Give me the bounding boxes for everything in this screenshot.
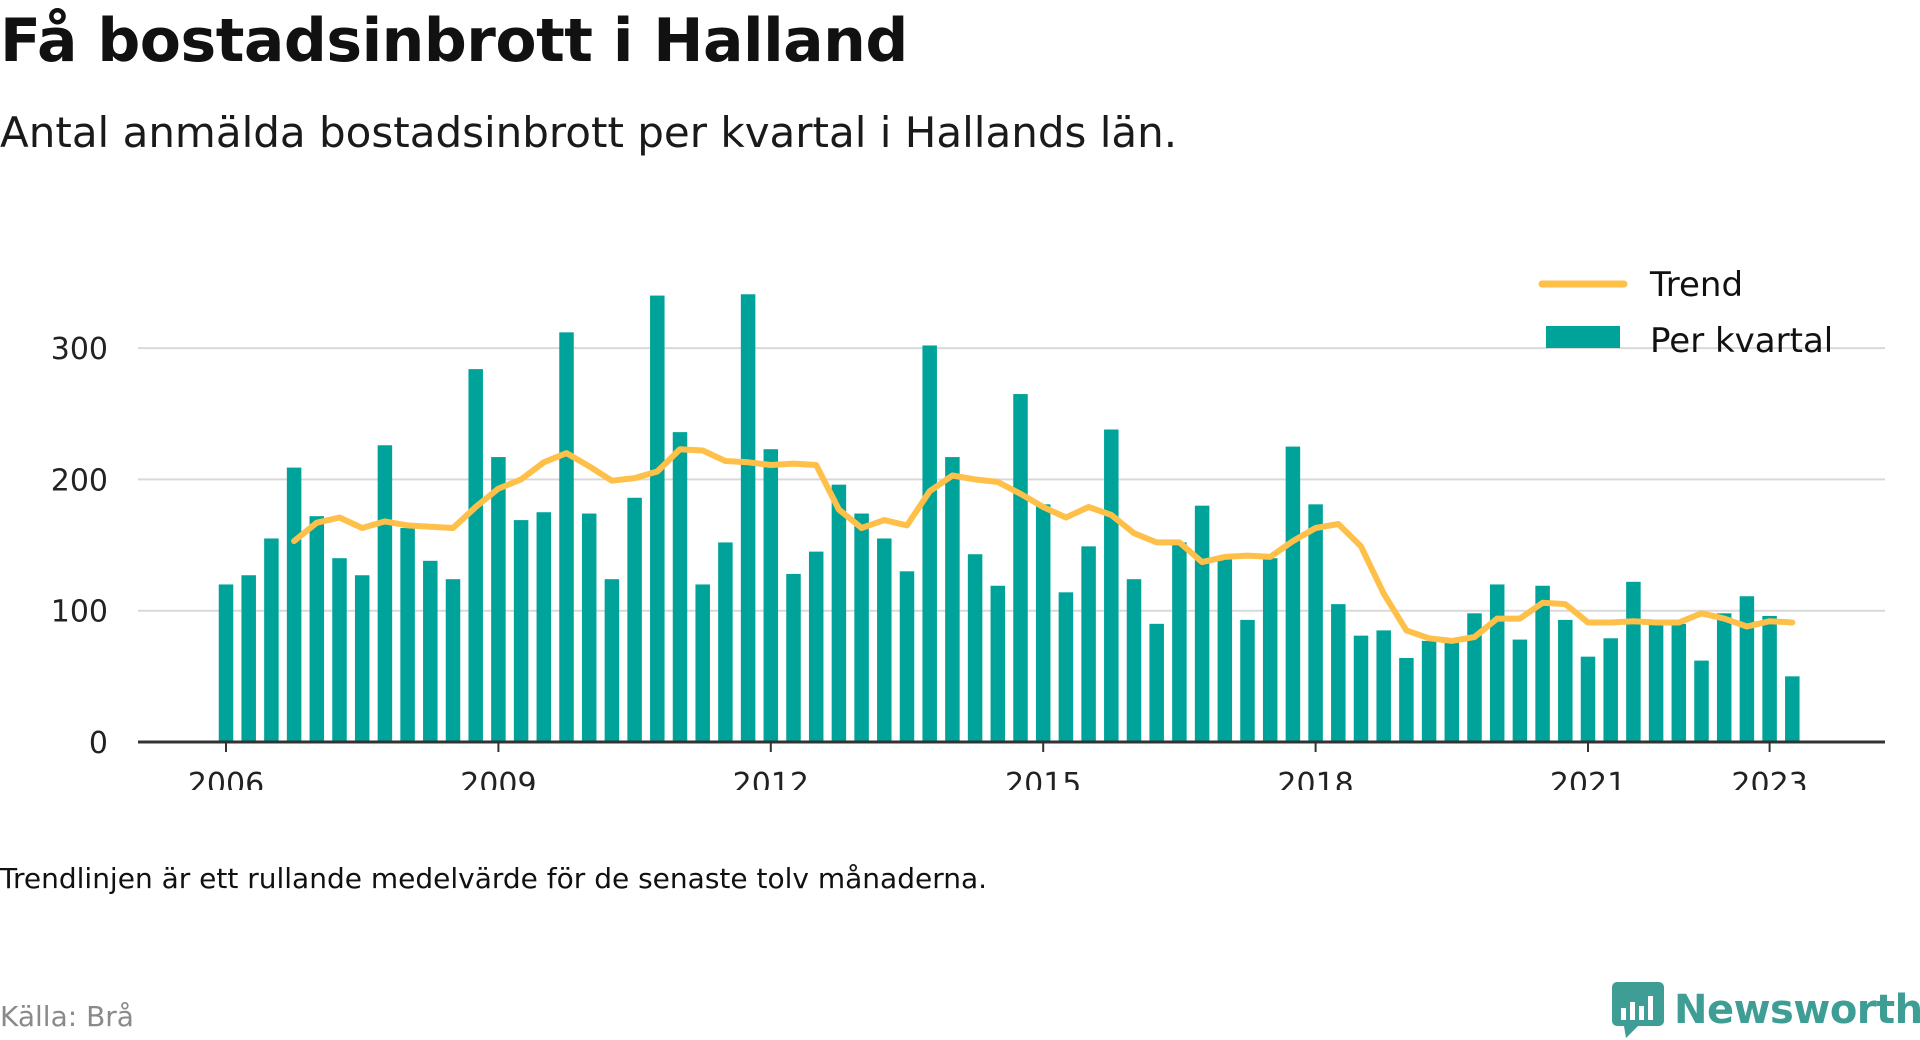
bar xyxy=(1081,546,1096,742)
bar xyxy=(945,457,960,742)
bar xyxy=(718,542,733,742)
bar xyxy=(1762,615,1777,742)
trend-line xyxy=(291,446,1796,644)
bar xyxy=(1716,613,1732,742)
bar xyxy=(513,520,529,742)
bar xyxy=(1580,656,1596,742)
bar xyxy=(1104,429,1119,742)
axes: 0 100 200 300 2006 2009 2012 2015 2018 2021 2023 xyxy=(51,332,1885,790)
chart-subtitle: Antal anmälda bostadsinbrott per kvartal… xyxy=(0,108,1178,157)
bar xyxy=(967,554,983,742)
bar xyxy=(1126,579,1142,742)
source-label: Källa: Brå xyxy=(0,1000,134,1033)
bar xyxy=(1512,639,1528,742)
footnote: Trendlinjen är ett rullande medelvärde f… xyxy=(0,862,988,895)
bar xyxy=(899,571,915,742)
legend-bar-swatch xyxy=(1546,326,1620,348)
x-tick-label: 2012 xyxy=(733,767,809,790)
bar-line-chart: 0 100 200 300 2006 2009 2012 2015 2018 2021 2023 T… xyxy=(51,265,1885,790)
bar xyxy=(877,538,892,742)
x-tick-label: 2023 xyxy=(1731,767,1807,790)
bar xyxy=(377,445,393,742)
bar xyxy=(445,579,461,742)
bar xyxy=(536,512,552,742)
bar xyxy=(1603,638,1618,742)
gridlines xyxy=(138,347,1885,612)
bar xyxy=(854,513,869,742)
bar xyxy=(627,497,642,742)
bar xyxy=(1671,623,1687,742)
bar xyxy=(491,457,506,742)
bar xyxy=(1308,504,1323,742)
trend-line-layer xyxy=(291,446,1796,644)
bar xyxy=(1035,504,1051,742)
bar xyxy=(695,584,710,742)
bar xyxy=(1535,585,1550,742)
bar xyxy=(1399,657,1414,742)
bar xyxy=(559,332,574,742)
bar xyxy=(1785,676,1800,742)
bar xyxy=(1739,596,1755,742)
y-tick-label: 200 xyxy=(51,463,108,498)
bar xyxy=(400,527,415,742)
bar xyxy=(990,585,1006,742)
bars-per-kvartal xyxy=(218,294,1800,742)
bar xyxy=(1421,640,1437,742)
bar xyxy=(1013,394,1028,742)
bar xyxy=(1558,619,1573,742)
bar xyxy=(1194,505,1210,742)
bar xyxy=(1694,660,1709,742)
bar xyxy=(1489,584,1505,742)
bar xyxy=(1376,630,1391,742)
bar xyxy=(1262,558,1278,742)
bar xyxy=(786,573,801,742)
bar xyxy=(1467,613,1482,742)
bar xyxy=(354,575,370,742)
x-tick-label: 2018 xyxy=(1277,767,1353,790)
brand-logo-group[interactable]: Newsworthy xyxy=(1612,982,1920,1038)
bar xyxy=(808,551,824,742)
y-tick-label: 0 xyxy=(89,726,108,761)
bar xyxy=(1217,558,1233,742)
bar xyxy=(763,449,779,742)
bar xyxy=(831,484,847,742)
bar xyxy=(1353,635,1369,742)
y-tick-label: 100 xyxy=(51,595,108,630)
y-tick-label: 300 xyxy=(51,332,108,367)
brand-name: Newsworthy xyxy=(1674,987,1920,1033)
bar xyxy=(1444,642,1460,742)
bar xyxy=(922,345,937,742)
legend-trend-label: Trend xyxy=(1649,265,1743,305)
bar xyxy=(650,295,665,742)
bar xyxy=(309,516,325,742)
bar xyxy=(1172,542,1187,742)
x-tick-label: 2006 xyxy=(188,767,264,790)
bar xyxy=(241,575,256,742)
bar xyxy=(1626,581,1641,742)
newsworthy-chart-bubble-icon xyxy=(1612,982,1664,1038)
x-tick-label: 2021 xyxy=(1550,767,1626,790)
bar xyxy=(1058,592,1074,742)
bar xyxy=(468,369,483,742)
bar xyxy=(332,558,347,742)
legend-bar-label: Per kvartal xyxy=(1650,321,1833,361)
chart-title: Få bostadsinbrott i Halland xyxy=(0,6,908,76)
bar xyxy=(581,513,597,742)
bar xyxy=(264,538,279,742)
bar xyxy=(286,467,302,742)
bar xyxy=(740,294,756,742)
bar xyxy=(672,432,688,742)
legend: Trend Per kvartal xyxy=(1538,265,1833,361)
x-tick-label: 2009 xyxy=(460,767,536,790)
bar xyxy=(218,584,234,742)
bar xyxy=(604,579,620,742)
bar xyxy=(423,560,438,742)
bar xyxy=(1648,621,1664,742)
bar xyxy=(1331,604,1346,742)
bar xyxy=(1285,446,1301,742)
bar xyxy=(1240,619,1255,742)
bar xyxy=(1149,623,1164,742)
x-tick-label: 2015 xyxy=(1005,767,1081,790)
